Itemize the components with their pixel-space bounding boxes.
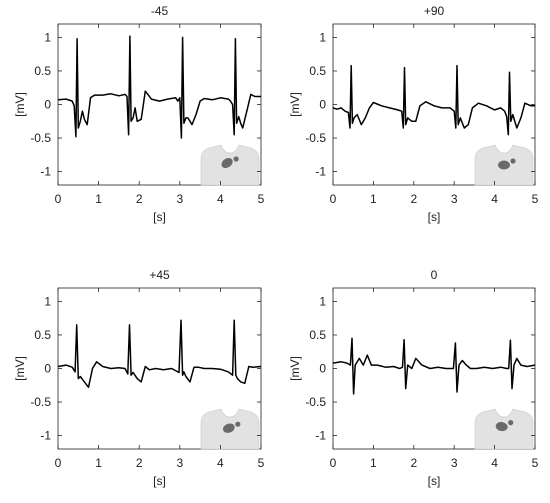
y-tick-label: -1 <box>315 165 326 179</box>
y-tick-label: 1 <box>44 294 51 308</box>
chart-panel-1: 0 1 2 3 4 5 -1 -0.5 0 0.5 1 -45 [s] [mV] <box>13 4 265 224</box>
y-tick-label: 0 <box>319 362 326 376</box>
x-tick-label: 1 <box>370 192 377 206</box>
y-tick-label: -0.5 <box>305 131 326 145</box>
y-axis-label: [mV] <box>288 92 302 117</box>
x-tick-label: 1 <box>95 192 102 206</box>
ecg-trace <box>332 64 535 136</box>
x-tick-label: 5 <box>258 456 265 470</box>
x-tick-label: 2 <box>136 456 143 470</box>
x-tick-label: 3 <box>176 456 183 470</box>
y-tick-label: 0 <box>44 98 51 112</box>
torso-heart-icon <box>474 408 534 450</box>
x-tick-label: 2 <box>136 192 143 206</box>
electrode-dot <box>233 156 239 162</box>
x-tick-label: 3 <box>451 456 458 470</box>
heart-shape <box>495 422 508 432</box>
chart-title: 0 <box>431 268 438 282</box>
y-tick-label: -0.5 <box>30 131 51 145</box>
y-tick-label: 0.5 <box>309 64 326 78</box>
x-tick-label: 4 <box>491 192 498 206</box>
heart-shape <box>221 157 233 169</box>
torso-heart-icon <box>474 144 534 186</box>
electrode-dot <box>510 158 516 164</box>
electrode-dot <box>508 420 514 426</box>
x-tick-label: 3 <box>176 192 183 206</box>
electrode-dot <box>235 421 241 427</box>
chart-title: -45 <box>151 4 169 18</box>
x-tick-label: 0 <box>55 456 62 470</box>
x-tick-label: 4 <box>491 456 498 470</box>
heart-shape <box>222 423 235 433</box>
y-tick-label: 0.5 <box>34 328 51 342</box>
y-tick-label: 0.5 <box>309 328 326 342</box>
x-axis-label: [s] <box>153 210 166 224</box>
y-tick-label: 1 <box>319 30 326 44</box>
y-tick-label: 1 <box>319 294 326 308</box>
x-tick-label: 3 <box>451 192 458 206</box>
x-tick-label: 1 <box>370 456 377 470</box>
chart-panel-4: 0 1 2 3 4 5 -1 -0.5 0 0.5 1 0 [s] [mV] <box>288 268 539 488</box>
x-tick-label: 0 <box>330 456 337 470</box>
x-axis-label: [s] <box>428 474 441 488</box>
torso-heart-icon <box>200 144 260 186</box>
x-tick-label: 4 <box>217 456 224 470</box>
x-tick-label: 0 <box>330 192 337 206</box>
y-tick-label: 1 <box>44 30 51 44</box>
chart-panel-2: 0 1 2 3 4 5 -1 -0.5 0 0.5 1 +90 [s] [mV] <box>288 4 539 224</box>
y-tick-label: 0.5 <box>34 64 51 78</box>
x-tick-label: 5 <box>532 456 539 470</box>
y-axis-label: [mV] <box>13 356 27 381</box>
x-tick-label: 4 <box>217 192 224 206</box>
chart-title: +45 <box>149 268 170 282</box>
chart-panel-3: 0 1 2 3 4 5 -1 -0.5 0 0.5 1 +45 [s] [mV] <box>13 268 265 488</box>
heart-shape <box>498 160 510 170</box>
chart-title: +90 <box>424 4 445 18</box>
x-tick-label: 1 <box>95 456 102 470</box>
x-tick-label: 5 <box>532 192 539 206</box>
torso-heart-icon <box>200 408 260 450</box>
y-axis-label: [mV] <box>288 356 302 381</box>
ecg-trace <box>57 319 262 389</box>
y-tick-label: 0 <box>319 98 326 112</box>
x-tick-label: 2 <box>410 192 417 206</box>
ecg-trace <box>57 35 261 139</box>
y-axis-label: [mV] <box>13 92 27 117</box>
x-tick-label: 0 <box>55 192 62 206</box>
ecg-trace <box>332 337 536 395</box>
y-tick-label: -1 <box>315 429 326 443</box>
x-axis-label: [s] <box>153 474 166 488</box>
x-tick-label: 5 <box>258 192 265 206</box>
y-tick-label: -0.5 <box>30 395 51 409</box>
y-tick-label: -0.5 <box>305 395 326 409</box>
x-tick-label: 2 <box>410 456 417 470</box>
y-tick-label: -1 <box>40 165 51 179</box>
y-tick-label: -1 <box>40 429 51 443</box>
x-axis-label: [s] <box>428 210 441 224</box>
y-tick-label: 0 <box>44 362 51 376</box>
